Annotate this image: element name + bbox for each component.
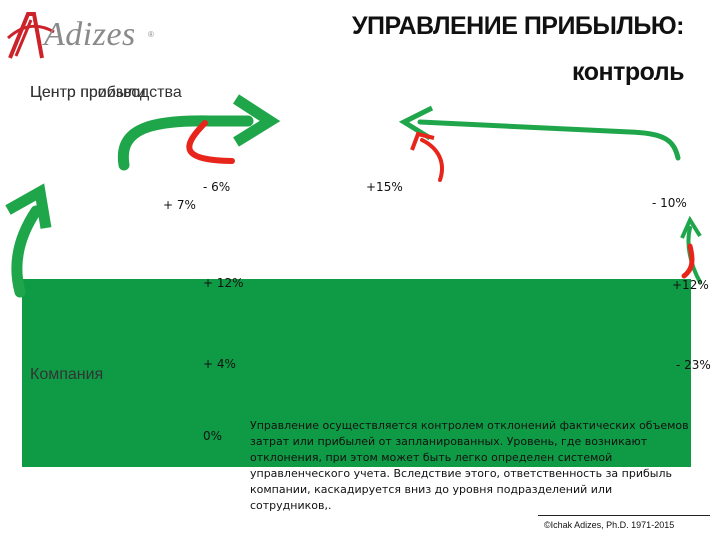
logo-registered-mark: ® — [148, 30, 154, 39]
green-arrow-top-right — [398, 105, 681, 161]
company-block — [22, 279, 691, 467]
value-minus6: - 6% — [203, 180, 231, 194]
red-arrow-right — [681, 243, 695, 279]
page-subtitle: контроль — [572, 58, 684, 86]
page-title: УПРАВЛЕНИЕ ПРИБЫЛЬЮ: — [351, 12, 685, 40]
description-text: Управление осуществляется контролем откл… — [250, 419, 689, 512]
value-plus4: + 4% — [203, 357, 236, 371]
value-plus12-right: +12% — [672, 278, 709, 292]
adizes-logo: Adizes ® — [6, 8, 166, 64]
red-arrow-center — [410, 131, 444, 182]
company-label: Компания — [30, 366, 104, 383]
red-arrow-top-left — [186, 120, 235, 164]
copyright-text: ©Ichak Adizes, Ph.D. 1971-2015 — [544, 520, 675, 530]
production-center-label: Центр производства — [30, 84, 182, 101]
copyright-divider — [538, 515, 710, 516]
value-zero: 0% — [203, 429, 223, 443]
green-arrow-left — [5, 183, 52, 298]
adizes-logo-mark — [6, 12, 55, 59]
value-minus23: - 23% — [676, 358, 711, 372]
profit-center-label: Центр прибыли — [30, 84, 146, 101]
value-plus12-left: + 12% — [203, 276, 244, 290]
value-plus15: +15% — [366, 180, 403, 194]
logo-text: Adizes — [44, 16, 136, 53]
value-plus7: + 7% — [163, 198, 196, 212]
value-minus10: - 10% — [652, 196, 687, 210]
